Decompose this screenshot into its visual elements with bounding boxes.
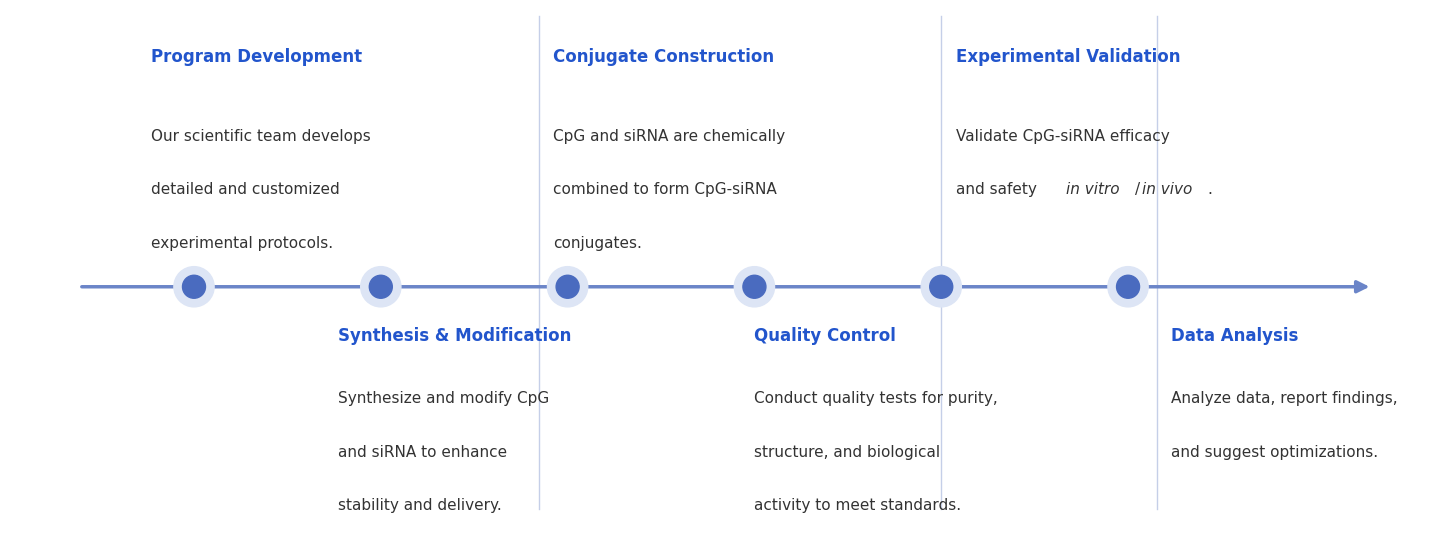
Ellipse shape <box>361 266 401 307</box>
Ellipse shape <box>182 276 205 298</box>
Text: in vivo: in vivo <box>1142 182 1193 197</box>
Text: structure, and biological: structure, and biological <box>754 445 941 460</box>
Ellipse shape <box>556 276 579 298</box>
Text: and siRNA to enhance: and siRNA to enhance <box>338 445 507 460</box>
Text: Quality Control: Quality Control <box>754 327 897 345</box>
Text: Our scientific team develops: Our scientific team develops <box>151 129 371 144</box>
Text: Experimental Validation: Experimental Validation <box>956 48 1180 66</box>
Text: experimental protocols.: experimental protocols. <box>151 236 333 251</box>
Text: in vitro: in vitro <box>1066 182 1119 197</box>
Ellipse shape <box>743 276 766 298</box>
Text: conjugates.: conjugates. <box>553 236 642 251</box>
Ellipse shape <box>174 266 214 307</box>
Text: and safety: and safety <box>956 182 1042 197</box>
Text: /: / <box>1135 182 1141 197</box>
Ellipse shape <box>547 266 588 307</box>
Text: Conjugate Construction: Conjugate Construction <box>553 48 775 66</box>
Text: Analyze data, report findings,: Analyze data, report findings, <box>1171 391 1398 406</box>
Text: stability and delivery.: stability and delivery. <box>338 498 502 513</box>
Text: Validate CpG-siRNA efficacy: Validate CpG-siRNA efficacy <box>956 129 1170 144</box>
Text: Program Development: Program Development <box>151 48 362 66</box>
Text: .: . <box>1207 182 1211 197</box>
Text: Conduct quality tests for purity,: Conduct quality tests for purity, <box>754 391 999 406</box>
Ellipse shape <box>921 266 961 307</box>
Text: Data Analysis: Data Analysis <box>1171 327 1299 345</box>
Text: and suggest optimizations.: and suggest optimizations. <box>1171 445 1378 460</box>
Ellipse shape <box>369 276 392 298</box>
Text: Synthesis & Modification: Synthesis & Modification <box>338 327 570 345</box>
Text: activity to meet standards.: activity to meet standards. <box>754 498 961 513</box>
Ellipse shape <box>1117 276 1140 298</box>
Text: combined to form CpG-siRNA: combined to form CpG-siRNA <box>553 182 777 197</box>
Ellipse shape <box>930 276 953 298</box>
Text: Synthesize and modify CpG: Synthesize and modify CpG <box>338 391 549 406</box>
Text: CpG and siRNA are chemically: CpG and siRNA are chemically <box>553 129 786 144</box>
Text: detailed and customized: detailed and customized <box>151 182 339 197</box>
Ellipse shape <box>734 266 775 307</box>
Ellipse shape <box>1108 266 1148 307</box>
